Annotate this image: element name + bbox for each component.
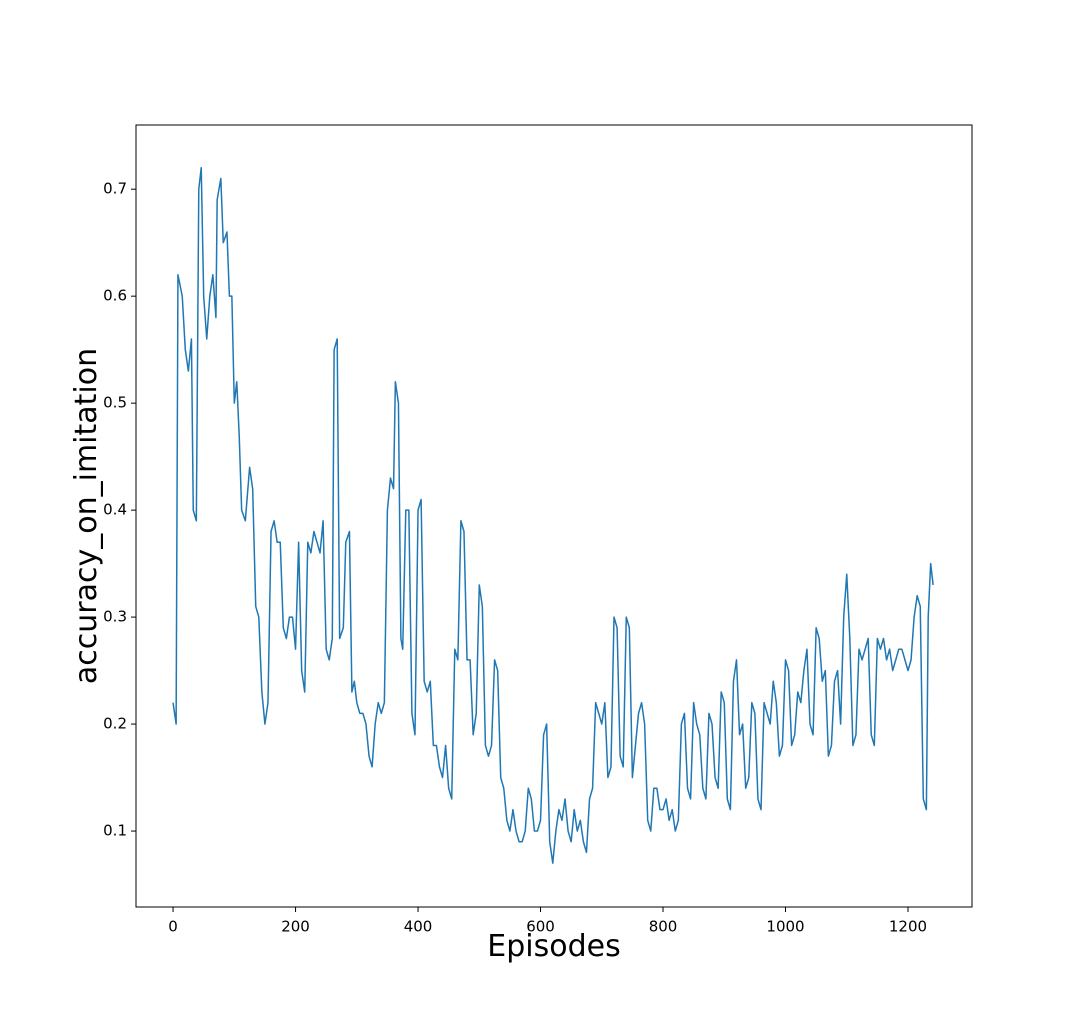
y-tick-label: 0.7 (103, 180, 127, 198)
y-tick-label: 0.1 (103, 822, 127, 840)
y-tick-label: 0.6 (103, 287, 127, 305)
y-tick-label: 0.2 (103, 715, 127, 733)
x-tick-label: 1200 (889, 918, 927, 936)
x-tick-label: 200 (281, 918, 310, 936)
x-axis-label: Episodes (487, 929, 620, 964)
y-tick-label: 0.4 (103, 501, 127, 519)
x-tick-label: 1000 (766, 918, 804, 936)
data-line (172, 167, 934, 864)
y-tick-label: 0.3 (103, 608, 127, 626)
x-tick-label: 600 (526, 918, 555, 936)
plot-frame (135, 124, 973, 908)
x-tick-label: 0 (168, 918, 178, 936)
x-tick-label: 400 (404, 918, 433, 936)
y-axis-label: accuracy_on_imitation (69, 348, 104, 684)
x-tick-label: 800 (649, 918, 678, 936)
y-tick-label: 0.5 (103, 394, 127, 412)
